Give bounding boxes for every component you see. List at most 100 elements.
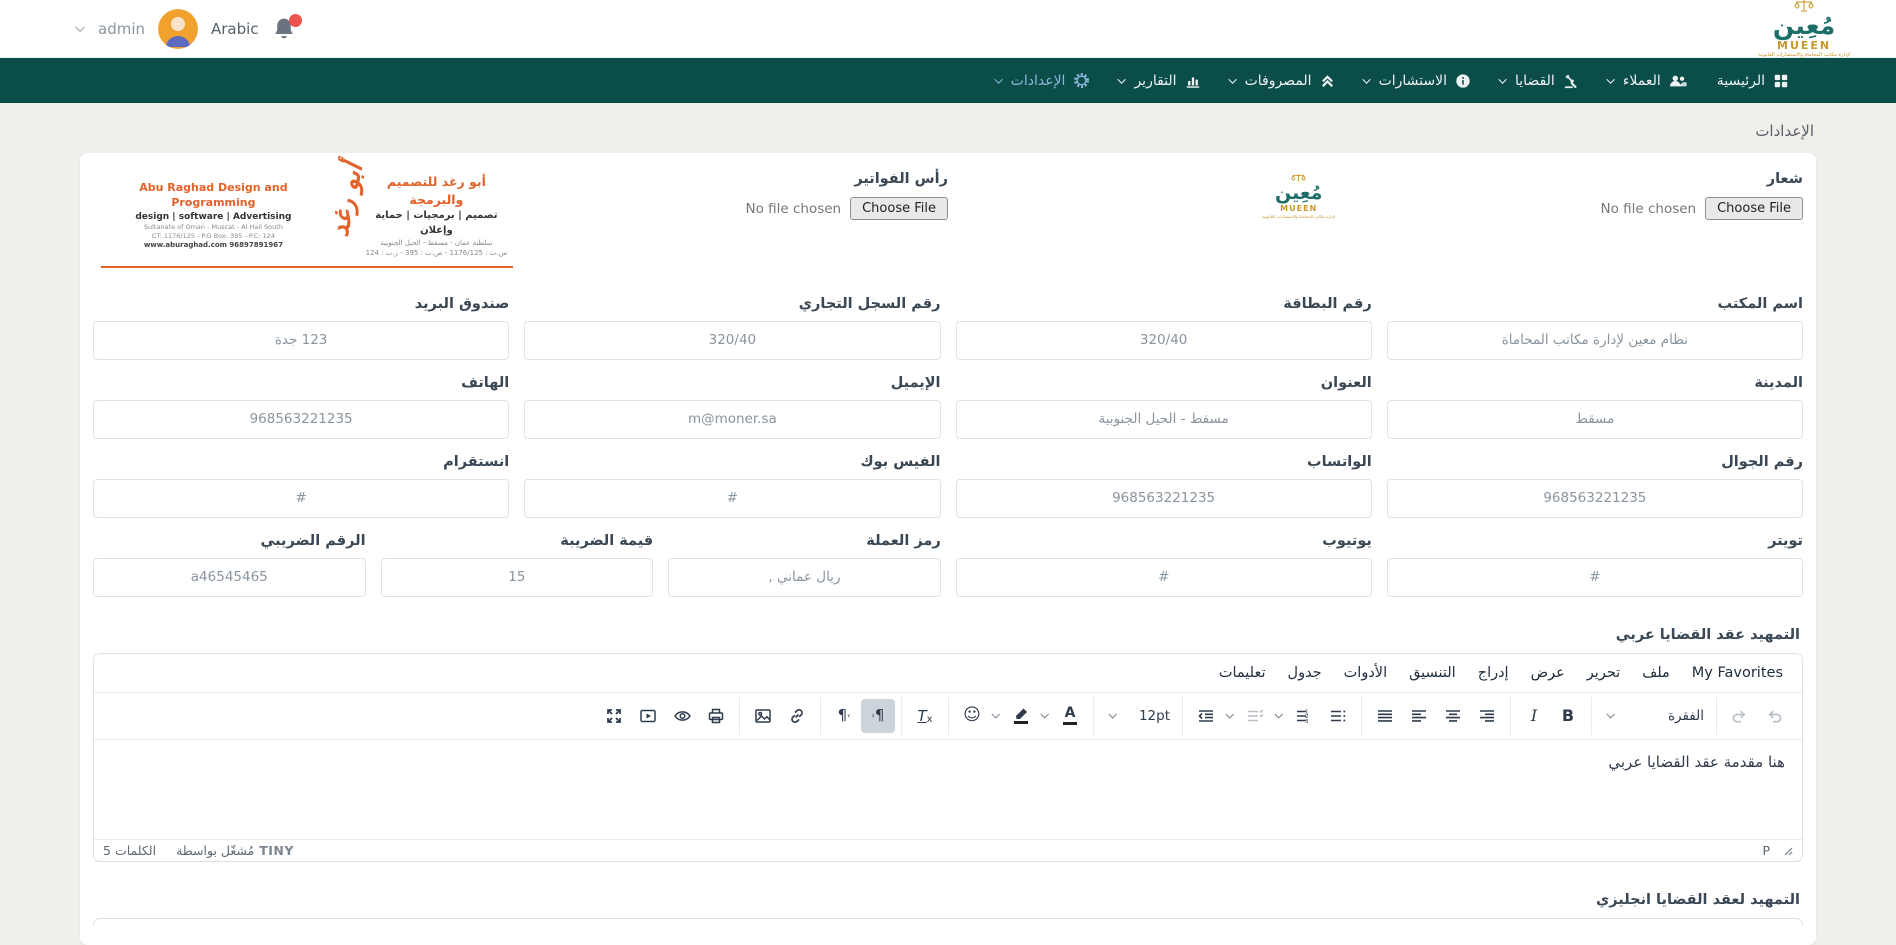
- field-label: صندوق البريد: [414, 295, 510, 312]
- invoice-logo-en-line4: CT: 1176/125 - P.O Box: 395 - P.C: 124: [151, 231, 276, 240]
- ltr-direction-button[interactable]: › ¶: [837, 706, 851, 725]
- chevron-down-icon: [1117, 74, 1127, 84]
- bar-chart-icon: [1185, 73, 1201, 89]
- highlight-color-button[interactable]: [1004, 699, 1038, 733]
- field-label: الفيس بوك: [860, 453, 941, 470]
- nav-label: الإعدادات: [1010, 72, 1066, 89]
- youtube-input[interactable]: [955, 557, 1372, 597]
- editor-status-bar: 5 الكلمات مُشغّل بواسطة TINY P: [94, 838, 1802, 861]
- po-box-input[interactable]: [93, 320, 510, 360]
- card-number-input[interactable]: [955, 320, 1372, 360]
- menu-table[interactable]: جدول: [1287, 664, 1322, 681]
- chevron-down-icon[interactable]: [1223, 699, 1238, 733]
- nav-item-cases[interactable]: القضايا: [1486, 58, 1594, 103]
- fullscreen-button[interactable]: [597, 699, 631, 733]
- emoji-button[interactable]: ☺: [963, 705, 981, 726]
- chevron-down-icon[interactable]: [1038, 699, 1053, 733]
- field-label: يوتيوب: [1322, 532, 1372, 549]
- address-input[interactable]: [955, 399, 1372, 439]
- scales-icon: [1794, 0, 1814, 12]
- media-button[interactable]: [631, 699, 665, 733]
- notifications-button[interactable]: [272, 13, 302, 42]
- tax-number-input[interactable]: [93, 557, 366, 597]
- brand-tagline: لإدارة مكاتب المحاماة والاستشارات القانو…: [1261, 214, 1336, 219]
- checklist-button[interactable]: [1238, 699, 1272, 733]
- field-phone: الهاتف: [93, 375, 510, 439]
- user-name[interactable]: admin: [98, 19, 145, 38]
- element-path[interactable]: P: [1762, 842, 1770, 858]
- text-color-button[interactable]: A: [1053, 699, 1087, 733]
- nav-item-reports[interactable]: التقارير: [1105, 58, 1215, 103]
- menu-insert[interactable]: إدراج: [1477, 664, 1509, 681]
- indent-button[interactable]: [1189, 699, 1223, 733]
- field-tax-number: الرقم الضريبي: [93, 533, 366, 597]
- paragraph-format-dropdown[interactable]: الفقرة: [1598, 699, 1710, 733]
- svg-text:1: 1: [1305, 709, 1309, 715]
- menu-help[interactable]: تعليمات: [1218, 664, 1266, 681]
- bold-button[interactable]: B: [1561, 706, 1575, 726]
- preview-button[interactable]: [665, 699, 699, 733]
- rtl-direction-button[interactable]: ¶ ‹: [861, 698, 895, 733]
- main-navbar: الرئيسية العملاء القضايا: [0, 58, 1896, 103]
- commercial-register-input[interactable]: [524, 320, 941, 360]
- align-left-button[interactable]: [1402, 699, 1436, 733]
- invoice-logo-ar-sub: تصميم | برمجيات | حماية وإعلان: [375, 210, 498, 236]
- image-button[interactable]: [746, 699, 780, 733]
- language-label[interactable]: Arabic: [211, 19, 259, 38]
- nav-item-clients[interactable]: العملاء: [1594, 58, 1702, 103]
- tiny-brand[interactable]: TINY: [259, 842, 294, 858]
- nav-item-consultations[interactable]: الاستشارات: [1350, 58, 1486, 103]
- invoice-choose-file-button[interactable]: Choose File: [850, 197, 948, 220]
- redo-button[interactable]: [1723, 699, 1757, 733]
- menu-view[interactable]: عرض: [1530, 664, 1565, 681]
- view-group: [591, 697, 739, 735]
- tax-value-input[interactable]: [380, 557, 654, 597]
- link-button[interactable]: [780, 699, 814, 733]
- word-count[interactable]: 5 الكلمات: [103, 842, 157, 858]
- field-city: المدينة: [1386, 375, 1803, 439]
- field-label: قيمة الضريبة: [560, 532, 654, 549]
- align-right-button[interactable]: [1470, 699, 1504, 733]
- phone-input[interactable]: [93, 399, 510, 439]
- nav-item-expenses[interactable]: المصروفات: [1216, 58, 1350, 103]
- nav-item-settings[interactable]: الإعدادات: [982, 58, 1106, 103]
- menu-my-favorites[interactable]: My Favorites: [1691, 664, 1783, 681]
- paragraph-format-label: الفقرة: [1667, 707, 1704, 724]
- menu-edit[interactable]: تحرير: [1586, 664, 1621, 681]
- whatsapp-input[interactable]: [955, 478, 1372, 518]
- print-button[interactable]: [699, 699, 733, 733]
- email-input[interactable]: [524, 399, 941, 439]
- undo-button[interactable]: [1757, 699, 1791, 733]
- insert-group: [739, 696, 820, 735]
- chevron-down-icon[interactable]: [75, 22, 86, 33]
- logo-choose-file-button[interactable]: Choose File: [1705, 197, 1803, 220]
- justify-button[interactable]: [1368, 699, 1402, 733]
- chevron-down-icon: [1604, 699, 1619, 733]
- menu-file[interactable]: ملف: [1642, 664, 1670, 681]
- italic-button[interactable]: I: [1530, 706, 1538, 726]
- menu-format[interactable]: التنسيق: [1409, 664, 1456, 681]
- editor-content-area[interactable]: هنا مقدمة عقد القضايا عربي: [94, 740, 1802, 839]
- city-input[interactable]: [1386, 399, 1803, 439]
- field-whatsapp: الواتساب: [955, 454, 1372, 518]
- facebook-input[interactable]: [524, 478, 941, 518]
- scales-icon: [1291, 173, 1306, 182]
- numbered-list-button[interactable]: 1 2 3: [1287, 699, 1321, 733]
- font-size-dropdown[interactable]: 12pt: [1100, 699, 1176, 733]
- mobile-input[interactable]: [1386, 478, 1803, 518]
- menu-tools[interactable]: الأدوات: [1343, 664, 1388, 681]
- currency-input[interactable]: [668, 557, 941, 597]
- instagram-input[interactable]: [93, 478, 510, 518]
- chevron-down-icon[interactable]: [989, 699, 1004, 733]
- gavel-icon: [1563, 73, 1579, 89]
- chevron-down-icon[interactable]: [1272, 699, 1287, 733]
- logo-upload-label: شعار: [1766, 171, 1803, 187]
- avatar[interactable]: [158, 8, 198, 49]
- align-center-button[interactable]: [1436, 699, 1470, 733]
- office-name-input[interactable]: [1386, 320, 1803, 360]
- nav-item-home[interactable]: الرئيسية: [1702, 58, 1804, 103]
- bullet-list-button[interactable]: [1321, 699, 1355, 733]
- twitter-input[interactable]: [1386, 557, 1803, 597]
- resize-handle[interactable]: [1782, 845, 1793, 856]
